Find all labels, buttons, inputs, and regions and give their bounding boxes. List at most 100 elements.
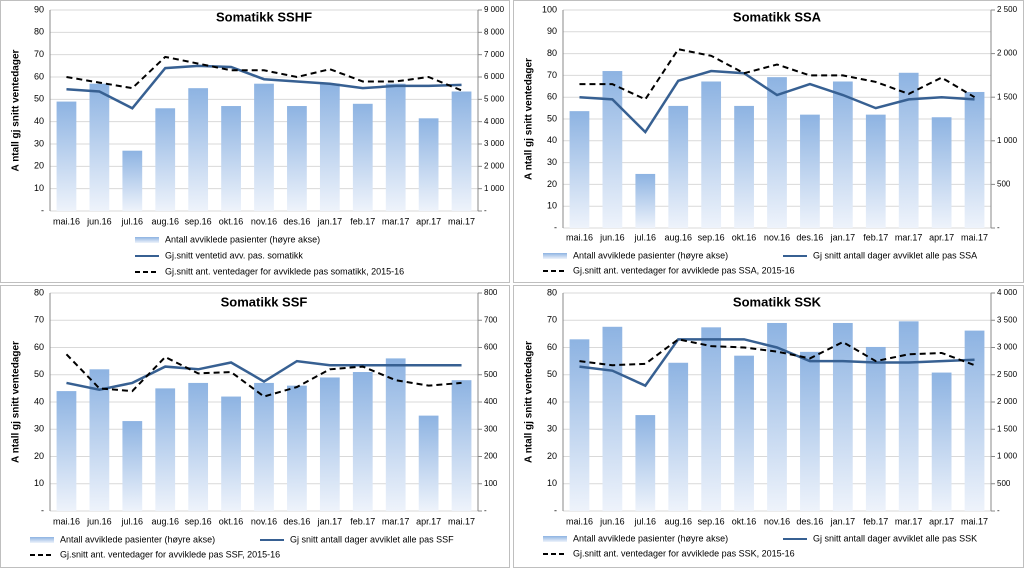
- x-tick-label: mar.17: [382, 216, 410, 226]
- y-tick-label: 80: [547, 287, 557, 297]
- y-tick-label: 50: [34, 369, 44, 379]
- y-tick-label: 70: [547, 315, 557, 325]
- x-tick-label: apr.17: [416, 216, 441, 226]
- x-tick-label: jan.17: [830, 232, 856, 242]
- bar: [89, 83, 110, 211]
- x-tick-label: nov.16: [764, 232, 790, 242]
- y2-tick-label: 500: [997, 479, 1011, 488]
- bar: [964, 330, 985, 511]
- x-tick-label: mai.17: [961, 232, 988, 242]
- y-tick-label: -: [41, 205, 44, 215]
- y2-tick-label: 500: [484, 370, 498, 379]
- y2-tick-label: 2 000: [484, 161, 505, 170]
- x-tick-label: okt.16: [732, 516, 757, 526]
- y-tick-label: -: [554, 222, 557, 232]
- x-tick-label: jul.16: [634, 232, 657, 242]
- y2-tick-label: 300: [484, 424, 498, 433]
- legend-label: Gj.snitt ant. ventedager for avviklede p…: [165, 266, 404, 276]
- bar: [569, 111, 590, 228]
- bar: [898, 72, 919, 228]
- bar: [89, 369, 110, 511]
- y2-tick-label: 2 000: [997, 49, 1018, 58]
- x-tick-label: okt.16: [219, 216, 244, 226]
- bar: [800, 114, 820, 228]
- chart-panel: - 10 20 30 40 50 60 70 80 - 500 1 000 1 500 2 000 2 50…: [513, 285, 1024, 568]
- x-tick-label: apr.17: [929, 516, 954, 526]
- legend-swatch: [30, 537, 54, 543]
- x-tick-label: nov.16: [251, 516, 277, 526]
- bar: [701, 81, 722, 228]
- x-tick-label: sep.16: [185, 516, 212, 526]
- x-tick-label: mai.16: [566, 232, 593, 242]
- y2-tick-label: 600: [484, 343, 498, 352]
- x-tick-label: mai.17: [448, 516, 475, 526]
- bar: [385, 83, 406, 211]
- y2-tick-label: 7 000: [484, 50, 505, 59]
- legend-label: Gj.snitt ant. ventedager for avviklede p…: [60, 549, 280, 559]
- x-tick-label: mar.17: [895, 516, 923, 526]
- chart-title: Somatikk SSF: [221, 294, 308, 309]
- bar: [931, 372, 952, 511]
- y-tick-label: -: [41, 505, 44, 515]
- y-tick-label: 90: [547, 26, 557, 36]
- x-tick-label: mar.17: [895, 232, 923, 242]
- y2-tick-label: 1 500: [997, 424, 1018, 433]
- y-tick-label: 70: [34, 315, 44, 325]
- x-tick-label: mai.16: [566, 516, 593, 526]
- bar: [898, 321, 919, 511]
- y-tick-label: 20: [547, 179, 557, 189]
- line-series: [579, 338, 975, 388]
- x-tick-label: aug.16: [151, 516, 179, 526]
- y-tick-label: -: [554, 505, 557, 515]
- y-tick-label: 30: [34, 138, 44, 148]
- legend-label: Antall avviklede pasienter (høyre akse): [573, 533, 728, 543]
- bar: [767, 322, 787, 511]
- bar: [122, 150, 143, 211]
- bar: [418, 415, 439, 511]
- chart-title: Somatikk SSA: [733, 9, 822, 24]
- x-tick-label: jun.16: [599, 232, 625, 242]
- x-tick-label: apr.17: [416, 516, 441, 526]
- y-tick-label: 80: [34, 287, 44, 297]
- bar: [122, 421, 143, 511]
- y-tick-label: 30: [34, 424, 44, 434]
- legend-swatch: [135, 237, 159, 243]
- legend-label: Gj snitt antall dager avviklet alle pas …: [813, 250, 977, 260]
- x-tick-label: jul.16: [121, 516, 144, 526]
- x-tick-label: okt.16: [219, 516, 244, 526]
- chart-title: Somatikk SSK: [733, 294, 822, 309]
- y-tick-label: 30: [547, 424, 557, 434]
- line-series: [579, 69, 975, 135]
- x-tick-label: jul.16: [634, 516, 657, 526]
- y-tick-label: 60: [34, 71, 44, 81]
- bar: [385, 358, 406, 511]
- x-tick-label: mar.17: [382, 516, 410, 526]
- bar: [635, 415, 656, 511]
- legend-swatch: [543, 253, 567, 259]
- legend-label: Gj.snitt ant. ventedager for avviklede p…: [573, 548, 795, 558]
- bar: [352, 372, 373, 511]
- x-tick-label: jan.17: [830, 516, 856, 526]
- y2-tick-label: 800: [484, 288, 498, 297]
- legend-label: Gj snitt antall dager avviklet alle pas …: [290, 534, 454, 544]
- chart-panel: - 10 20 30 40 50 60 70 80 90 - 1 000 2 000 3 000 4 000…: [0, 0, 510, 283]
- y2-tick-label: 1 000: [997, 136, 1018, 145]
- x-tick-label: jul.16: [121, 216, 144, 226]
- x-tick-label: nov.16: [764, 516, 790, 526]
- bar: [56, 101, 77, 211]
- line-series: [579, 48, 976, 101]
- bar: [451, 380, 472, 511]
- bar: [319, 377, 340, 511]
- y-tick-label: 40: [34, 396, 44, 406]
- y-tick-label: 90: [34, 4, 44, 14]
- y2-tick-label: -: [484, 506, 487, 515]
- bar: [287, 385, 307, 511]
- x-tick-label: jun.16: [599, 516, 625, 526]
- bar: [734, 355, 754, 511]
- x-tick-label: jun.16: [86, 216, 112, 226]
- x-tick-label: aug.16: [664, 232, 692, 242]
- bar: [964, 91, 985, 228]
- y-tick-label: 30: [547, 157, 557, 167]
- x-tick-label: feb.17: [863, 232, 888, 242]
